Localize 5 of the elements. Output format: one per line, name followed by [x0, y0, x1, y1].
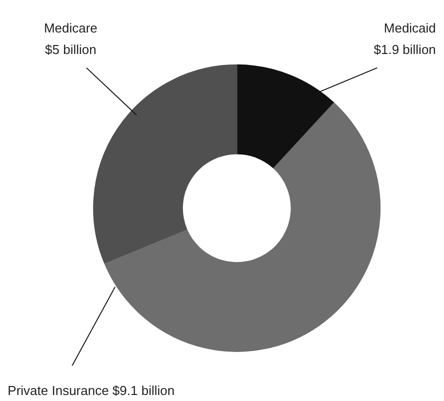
data-label: $5 billion — [45, 42, 96, 58]
slice-label: Medicaid — [384, 20, 436, 36]
data-label: $1.9 billion — [374, 42, 436, 58]
slice-label: Medicare — [44, 20, 98, 36]
slice-label: Private Insurance $9.1 billion — [8, 382, 175, 398]
